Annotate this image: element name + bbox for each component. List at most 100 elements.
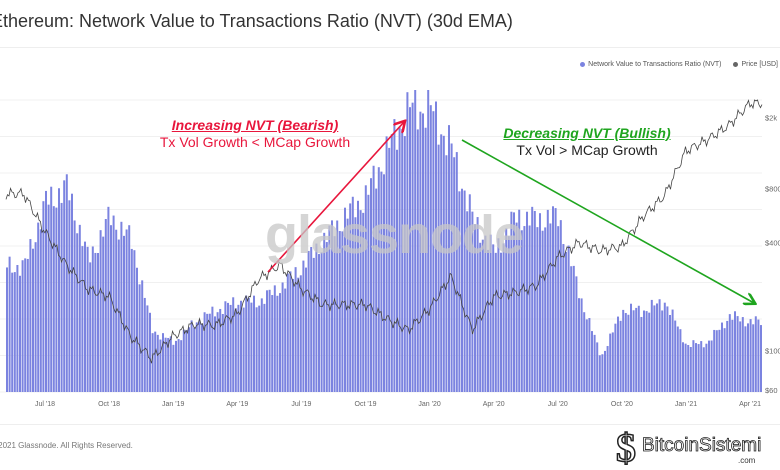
- nvt-bar: [86, 246, 89, 392]
- nvt-bar: [752, 324, 755, 392]
- nvt-bar: [11, 272, 14, 392]
- nvt-bar: [588, 318, 591, 392]
- nvt-bar: [510, 211, 513, 392]
- nvt-bar: [99, 230, 102, 392]
- nvt-bar: [42, 201, 45, 392]
- nvt-bar: [292, 278, 294, 392]
- nvt-bar: [198, 320, 201, 392]
- nvt-bar: [708, 340, 710, 392]
- nvt-bar: [349, 203, 352, 392]
- dollar-logo-icon: $: [616, 425, 636, 470]
- nvt-bar: [307, 250, 310, 392]
- nvt-bar: [234, 308, 237, 392]
- nvt-bar: [154, 331, 157, 392]
- nvt-bar: [63, 180, 66, 392]
- nvt-bar: [344, 207, 346, 392]
- nvt-bar: [377, 167, 380, 392]
- bearish-heading: Increasing NVT (Bearish): [171, 117, 339, 133]
- legend-price[interactable]: Price [USD]: [741, 61, 778, 68]
- nvt-bar: [78, 224, 81, 392]
- nvt-bar: [338, 231, 341, 392]
- nvt-bar: [50, 186, 53, 392]
- nvt-bar: [58, 188, 60, 392]
- nvt-bar: [206, 313, 209, 392]
- nvt-bar: [479, 242, 482, 392]
- nvt-bar: [497, 238, 500, 392]
- nvt-bar: [453, 157, 456, 392]
- legend-nvt[interactable]: Network Value to Transactions Ratio (NVT…: [588, 61, 722, 68]
- nvt-bar: [554, 208, 557, 392]
- nvt-bar: [466, 211, 469, 392]
- nvt-bar: [533, 210, 536, 392]
- nvt-bar: [559, 220, 562, 392]
- nvt-bar: [302, 260, 305, 392]
- nvt-bar: [414, 90, 417, 392]
- nvt-bar: [55, 207, 58, 392]
- nvt-bar: [253, 295, 255, 392]
- nvt-bar: [16, 265, 19, 392]
- bullish-annotation: Decreasing NVT (Bullish) Tx Vol > MCap G…: [487, 125, 687, 159]
- nvt-bar: [214, 316, 216, 392]
- nvt-bar: [429, 105, 432, 392]
- nvt-bar: [474, 224, 476, 392]
- glassnode-watermark: glassnode: [265, 205, 524, 265]
- nvt-bar: [263, 303, 266, 392]
- nvt-bar: [318, 254, 320, 392]
- nvt-bar: [632, 310, 635, 392]
- nvt-bar: [736, 316, 739, 392]
- nvt-bar: [489, 234, 492, 392]
- nvt-bar: [749, 319, 752, 392]
- nvt-bar: [591, 331, 593, 392]
- nvt-bar: [461, 188, 463, 392]
- nvt-bar: [45, 190, 47, 392]
- nvt-bar: [193, 327, 196, 392]
- chart: Jul '18 Oct '18 Jan '19 Apr '19 Jul '19 Oct '…: [0, 90, 780, 408]
- nvt-bar: [702, 347, 705, 392]
- nvt-bar: [598, 355, 601, 392]
- nvt-bar: [494, 252, 497, 392]
- nvt-bar: [151, 333, 154, 392]
- nvt-bar: [723, 328, 726, 392]
- nvt-bar: [695, 343, 697, 392]
- nvt-bar: [520, 230, 523, 392]
- right-axis-label: $2k: [765, 113, 777, 122]
- nvt-bar: [388, 147, 391, 392]
- nvt-bar: [539, 213, 541, 392]
- nvt-bar: [380, 171, 383, 392]
- nvt-bar: [679, 329, 682, 392]
- nvt-bar: [331, 220, 333, 392]
- nvt-bar: [747, 323, 749, 392]
- nvt-bar: [692, 340, 695, 392]
- nvt-bar: [710, 340, 713, 392]
- nvt-bar: [354, 217, 357, 392]
- nvt-bar: [219, 308, 222, 392]
- nvt-bar: [273, 285, 276, 392]
- nvt-bar: [531, 206, 534, 392]
- nvt-bar: [73, 220, 76, 392]
- nvt-bar: [424, 127, 427, 393]
- nvt-bar: [422, 113, 424, 392]
- nvt-bar: [614, 323, 617, 392]
- nvt-bar: [279, 293, 281, 392]
- nvt-bar: [585, 319, 588, 392]
- right-axis-label: $400: [765, 239, 780, 248]
- nvt-bar: [19, 275, 21, 392]
- nvt-bar: [658, 299, 661, 392]
- nvt-bar: [526, 211, 528, 392]
- nvt-bar: [754, 316, 757, 392]
- nvt-bar: [229, 304, 232, 392]
- nvt-bar: [268, 289, 271, 392]
- nvt-bar: [562, 244, 565, 392]
- nvt-bar: [172, 344, 175, 392]
- nvt-bar: [705, 343, 708, 392]
- logo-sub: .com: [738, 456, 756, 465]
- nvt-bar: [284, 288, 287, 392]
- nvt-bar: [156, 334, 159, 392]
- nvt-bar: [653, 305, 656, 392]
- nvt-bar: [627, 314, 630, 392]
- nvt-bar: [32, 248, 34, 392]
- nvt-bar: [341, 231, 344, 392]
- nvt-bar: [671, 309, 674, 392]
- nvt-bar: [580, 298, 583, 392]
- nvt-bar: [596, 342, 599, 392]
